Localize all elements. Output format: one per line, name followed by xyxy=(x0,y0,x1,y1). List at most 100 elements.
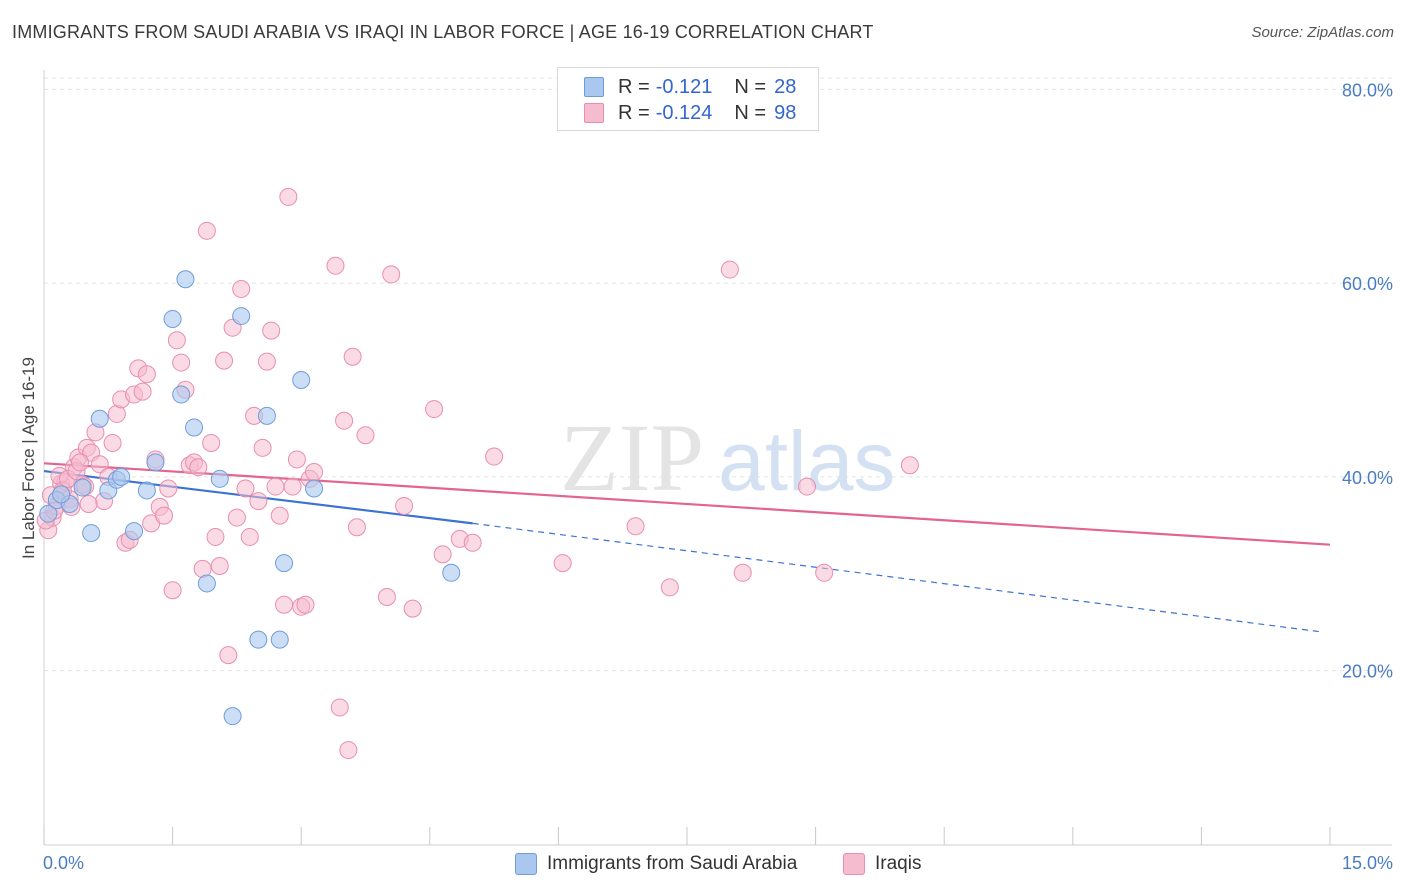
point-iraqis-66 xyxy=(339,741,358,760)
legend-r-label: R = xyxy=(618,75,650,98)
point-iraqis-28 xyxy=(159,479,178,498)
point-iraqis-57 xyxy=(283,477,302,496)
legend-row-iraqis: R = -0.124 N = 98 xyxy=(584,101,796,125)
point-iraqis-35 xyxy=(189,458,208,477)
point-saudi-27 xyxy=(52,485,71,504)
point-iraqis-22 xyxy=(133,382,152,401)
point-saudi-4 xyxy=(82,524,101,543)
legend-swatch-iraqis xyxy=(584,103,604,123)
point-iraqis-44 xyxy=(227,508,246,527)
point-iraqis-65 xyxy=(335,411,354,430)
point-iraqis-58 xyxy=(287,450,306,469)
point-iraqis-64 xyxy=(330,698,349,717)
point-iraqis-73 xyxy=(403,599,422,618)
legend-n-label: N = xyxy=(734,75,767,98)
point-iraqis-84 xyxy=(798,477,817,496)
point-saudi-3 xyxy=(73,478,92,497)
point-iraqis-40 xyxy=(210,557,229,575)
point-saudi-20 xyxy=(257,406,276,425)
point-iraqis-60 xyxy=(296,595,315,614)
point-iraqis-50 xyxy=(253,438,272,457)
bottom-legend-label-iraqis: Iraqis xyxy=(875,853,922,874)
point-iraqis-85 xyxy=(815,563,834,582)
point-saudi-17 xyxy=(210,469,229,488)
point-iraqis-30 xyxy=(167,331,186,350)
point-iraqis-42 xyxy=(219,646,238,665)
point-iraqis-31 xyxy=(172,353,191,372)
point-iraqis-78 xyxy=(485,447,504,466)
point-iraqis-56 xyxy=(279,187,298,206)
point-iraqis-74 xyxy=(425,400,444,419)
point-iraqis-69 xyxy=(356,426,375,445)
bottom-legend-swatch-iraqis xyxy=(843,853,865,875)
point-iraqis-39 xyxy=(206,527,225,546)
x-tick-label-1: 15.0% xyxy=(1342,853,1393,873)
point-saudi-21 xyxy=(249,630,268,649)
point-iraqis-54 xyxy=(270,506,289,525)
y-tick-label-2: 60.0% xyxy=(1342,274,1393,294)
legend-n-value: 98 xyxy=(774,101,797,124)
point-saudi-16 xyxy=(197,574,216,593)
point-iraqis-52 xyxy=(262,321,281,340)
point-saudi-8 xyxy=(112,467,131,486)
legend-swatch-saudi xyxy=(584,77,604,97)
point-iraqis-15 xyxy=(103,433,122,452)
point-iraqis-51 xyxy=(257,352,276,371)
bottom-legend-saudi: Immigrants from Saudi Arabia xyxy=(515,851,797,877)
points-iraqis xyxy=(36,187,919,760)
point-iraqis-46 xyxy=(236,479,255,498)
point-saudi-10 xyxy=(137,481,156,500)
point-iraqis-38 xyxy=(202,433,221,452)
trend-line-iraqis xyxy=(43,462,1331,546)
point-iraqis-27 xyxy=(155,506,174,525)
bottom-legend-swatch-saudi xyxy=(515,853,537,875)
legend-n-label: N = xyxy=(734,101,767,124)
trend-line-saudi-extension xyxy=(472,522,1322,633)
point-iraqis-75 xyxy=(433,545,452,564)
point-iraqis-63 xyxy=(326,256,345,275)
y-tick-label-1: 40.0% xyxy=(1342,468,1393,488)
point-saudi-14 xyxy=(176,270,195,289)
y-tick-label-0: 20.0% xyxy=(1342,662,1393,682)
legend-row-saudi: R = -0.121 N = 28 xyxy=(584,75,796,99)
point-saudi-5 xyxy=(90,409,109,428)
legend-r-label: R = xyxy=(618,101,650,124)
point-saudi-0 xyxy=(39,504,58,523)
point-saudi-15 xyxy=(185,418,204,437)
point-saudi-13 xyxy=(172,385,191,404)
bottom-legend-iraqis: Iraqis xyxy=(843,851,921,877)
legend-r-value: -0.124 xyxy=(655,101,713,124)
point-iraqis-82 xyxy=(720,260,739,279)
point-iraqis-95 xyxy=(71,453,90,472)
axes xyxy=(43,70,1392,846)
point-saudi-26 xyxy=(442,563,461,582)
point-iraqis-23 xyxy=(137,365,156,384)
point-iraqis-49 xyxy=(249,492,268,511)
point-iraqis-81 xyxy=(660,578,679,597)
point-iraqis-79 xyxy=(553,554,572,573)
point-iraqis-83 xyxy=(733,563,752,582)
point-iraqis-72 xyxy=(395,496,414,515)
x-tick-label-0: 0.0% xyxy=(43,853,84,873)
point-iraqis-53 xyxy=(266,477,285,496)
legend: R = -0.121 N = 28 R = -0.124 N = 98 xyxy=(557,67,819,131)
point-saudi-11 xyxy=(146,453,165,472)
point-iraqis-97 xyxy=(79,495,98,513)
point-iraqis-80 xyxy=(626,517,645,536)
trend-lines-iraqis xyxy=(43,462,1331,546)
y-axis-label: In Labor Force | Age 16-19 xyxy=(19,357,38,559)
watermark-zip: ZIP xyxy=(560,404,704,511)
point-iraqis-71 xyxy=(382,265,401,284)
legend-r-value: -0.121 xyxy=(655,75,713,98)
source-label: Source: ZipAtlas.com xyxy=(1251,24,1394,41)
point-saudi-22 xyxy=(270,630,289,649)
point-iraqis-29 xyxy=(163,581,182,600)
point-iraqis-62 xyxy=(305,463,324,482)
point-iraqis-47 xyxy=(240,527,259,546)
point-iraqis-45 xyxy=(232,279,251,298)
point-iraqis-12 xyxy=(90,455,109,474)
legend-n-value: 28 xyxy=(774,75,797,98)
watermark: ZIP atlas xyxy=(560,404,895,511)
point-saudi-12 xyxy=(163,309,182,328)
